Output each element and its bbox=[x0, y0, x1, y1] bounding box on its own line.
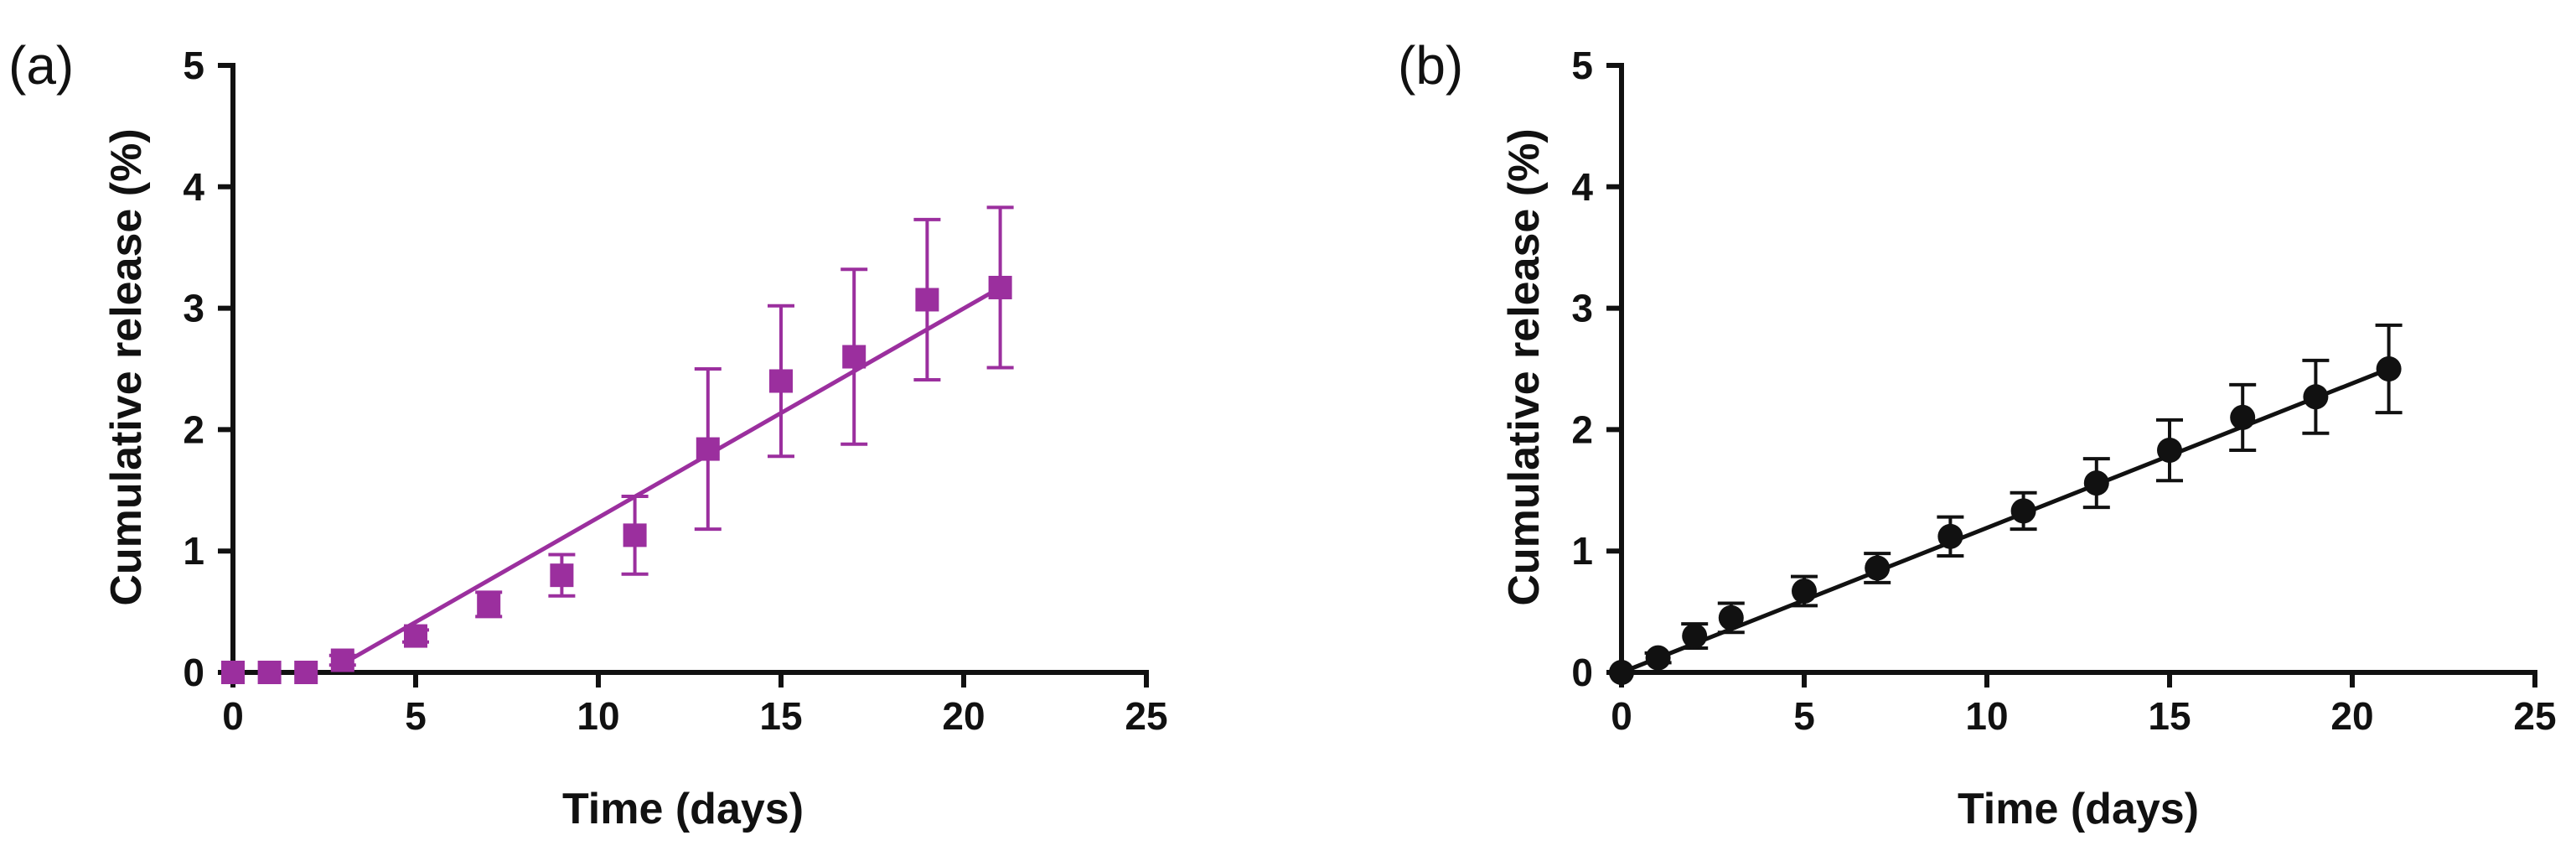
data-point-a-1 bbox=[257, 661, 282, 684]
data-point-a-7 bbox=[623, 523, 647, 547]
fit-line-group-b bbox=[1621, 366, 2390, 675]
y-tick-label-b-0: 0 bbox=[1571, 651, 1593, 694]
y-tick-label-b-3: 3 bbox=[1571, 287, 1593, 330]
x-axis-title-a: Time (days) bbox=[562, 785, 804, 833]
x-tick-label-a-0: 0 bbox=[222, 694, 244, 738]
data-point-b-5 bbox=[1865, 555, 1891, 581]
data-point-a-4 bbox=[404, 624, 427, 648]
x-tick-label-b-3: 15 bbox=[2148, 694, 2191, 738]
chart-panel-a: (a) Cumulative release (%) Time (days) 0… bbox=[8, 35, 1168, 833]
y-tick-label-a-4: 4 bbox=[183, 165, 204, 209]
x-tick-label-b-4: 20 bbox=[2330, 694, 2373, 738]
y-tick-label-a-0: 0 bbox=[183, 651, 204, 694]
data-point-b-0 bbox=[1609, 660, 1634, 685]
data-point-a-8 bbox=[696, 437, 720, 461]
y-tick-label-a-3: 3 bbox=[183, 287, 204, 330]
data-point-b-3 bbox=[1718, 605, 1744, 630]
data-point-a-11 bbox=[915, 288, 939, 312]
x-tick-label-b-0: 0 bbox=[1611, 694, 1632, 738]
data-point-a-6 bbox=[550, 563, 574, 588]
data-point-b-1 bbox=[1645, 645, 1671, 671]
y-tick-label-b-4: 4 bbox=[1571, 165, 1593, 209]
data-point-a-0 bbox=[221, 661, 245, 684]
x-axis-title-b: Time (days) bbox=[1958, 785, 2199, 833]
data-point-a-12 bbox=[988, 275, 1012, 299]
x-tick-label-a-1: 5 bbox=[405, 694, 427, 738]
x-tick-label-b-2: 10 bbox=[1965, 694, 2008, 738]
data-point-b-12 bbox=[2376, 356, 2402, 381]
panel-label-a: (a) bbox=[8, 35, 74, 96]
x-tick-label-a-3: 15 bbox=[759, 694, 802, 738]
data-point-b-6 bbox=[1937, 523, 1963, 549]
chart-panel-b: (b) Cumulative release (%) Time (days) 0… bbox=[1398, 35, 2557, 833]
y-axis-title-a: Cumulative release (%) bbox=[102, 128, 151, 605]
data-point-a-2 bbox=[294, 661, 318, 684]
x-tick-label-a-2: 10 bbox=[577, 694, 619, 738]
x-tick-label-b-1: 5 bbox=[1793, 694, 1815, 738]
fit-line-b bbox=[1621, 366, 2390, 675]
data-marks-b bbox=[1609, 323, 2403, 685]
data-point-b-4 bbox=[1792, 578, 1817, 604]
panel-label-b: (b) bbox=[1398, 35, 1463, 96]
y-tick-label-b-1: 1 bbox=[1571, 529, 1593, 573]
data-point-a-5 bbox=[477, 592, 501, 616]
data-point-a-9 bbox=[769, 369, 793, 393]
y-tick-label-b-5: 5 bbox=[1571, 44, 1593, 87]
x-tick-label-a-4: 20 bbox=[942, 694, 985, 738]
data-point-a-10 bbox=[842, 345, 866, 369]
y-tick-label-a-1: 1 bbox=[183, 529, 204, 573]
y-tick-label-b-2: 2 bbox=[1571, 407, 1593, 451]
y-axis-title-b: Cumulative release (%) bbox=[1500, 128, 1549, 605]
y-tick-label-a-2: 2 bbox=[183, 407, 204, 451]
data-point-b-10 bbox=[2230, 404, 2256, 430]
fit-line-a bbox=[341, 285, 1001, 667]
fit-line-group-a bbox=[341, 285, 1001, 667]
ticks-a: 0 5 10 15 20 25 0 1 2 3 4 5 bbox=[183, 44, 1167, 738]
x-tick-label-a-5: 25 bbox=[1125, 694, 1167, 738]
ticks-b: 0 5 10 15 20 25 0 1 2 3 4 5 bbox=[1571, 44, 2556, 738]
data-marks-a bbox=[221, 205, 1014, 684]
data-point-a-3 bbox=[330, 648, 354, 672]
data-point-b-7 bbox=[2010, 498, 2036, 524]
data-point-b-8 bbox=[2083, 470, 2109, 496]
x-tick-label-b-5: 25 bbox=[2513, 694, 2556, 738]
data-point-b-9 bbox=[2157, 438, 2182, 464]
data-point-b-11 bbox=[2303, 384, 2329, 410]
y-tick-label-a-5: 5 bbox=[183, 44, 204, 87]
data-point-b-2 bbox=[1682, 623, 1708, 649]
